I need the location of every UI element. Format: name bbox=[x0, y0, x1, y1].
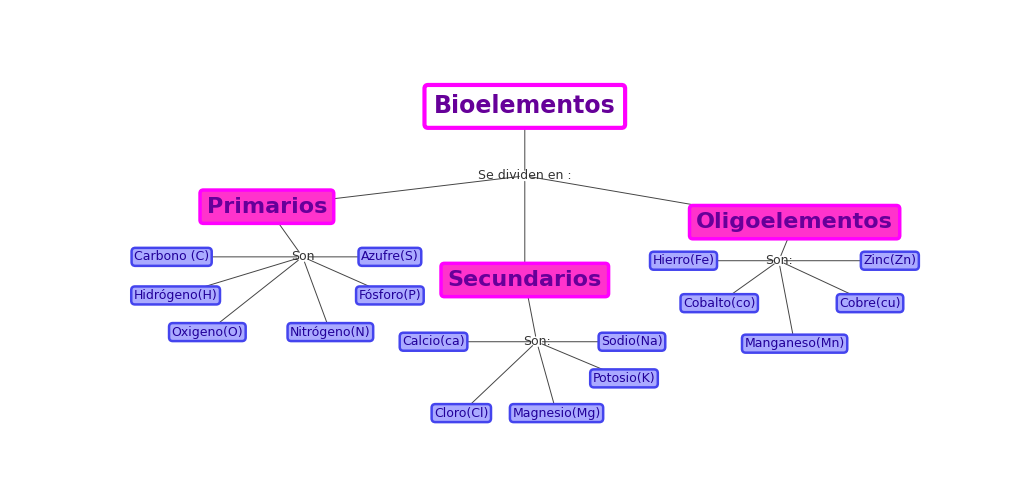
Text: Potosio(K): Potosio(K) bbox=[593, 372, 655, 385]
Text: Calcio(ca): Calcio(ca) bbox=[402, 335, 465, 348]
Text: Oxigeno(O): Oxigeno(O) bbox=[172, 326, 243, 339]
Text: Secundarios: Secundarios bbox=[447, 270, 602, 290]
Text: Son:: Son: bbox=[523, 335, 551, 348]
Text: Cobre(cu): Cobre(cu) bbox=[840, 297, 901, 310]
Text: Se dividen en :: Se dividen en : bbox=[478, 169, 571, 182]
Text: Carbono (C): Carbono (C) bbox=[134, 250, 209, 264]
Text: Azufre(S): Azufre(S) bbox=[361, 250, 419, 264]
Text: Bioelementos: Bioelementos bbox=[434, 94, 615, 118]
Text: Cobalto(co): Cobalto(co) bbox=[683, 297, 756, 310]
Text: Oligoelementos: Oligoelementos bbox=[696, 212, 893, 232]
Text: Zinc(Zn): Zinc(Zn) bbox=[863, 254, 916, 267]
Text: Nitrógeno(N): Nitrógeno(N) bbox=[290, 326, 371, 339]
Text: Son: Son bbox=[291, 250, 314, 264]
Text: Primarios: Primarios bbox=[207, 197, 327, 217]
Text: Manganeso(Mn): Manganeso(Mn) bbox=[744, 337, 845, 350]
Text: Cloro(Cl): Cloro(Cl) bbox=[434, 407, 488, 420]
Text: Son:: Son: bbox=[765, 254, 793, 267]
Text: Magnesio(Mg): Magnesio(Mg) bbox=[512, 407, 601, 420]
Text: Sodio(Na): Sodio(Na) bbox=[601, 335, 663, 348]
Text: Hierro(Fe): Hierro(Fe) bbox=[652, 254, 715, 267]
Text: Hidrógeno(H): Hidrógeno(H) bbox=[134, 289, 217, 302]
Text: Fósforo(P): Fósforo(P) bbox=[358, 289, 421, 302]
